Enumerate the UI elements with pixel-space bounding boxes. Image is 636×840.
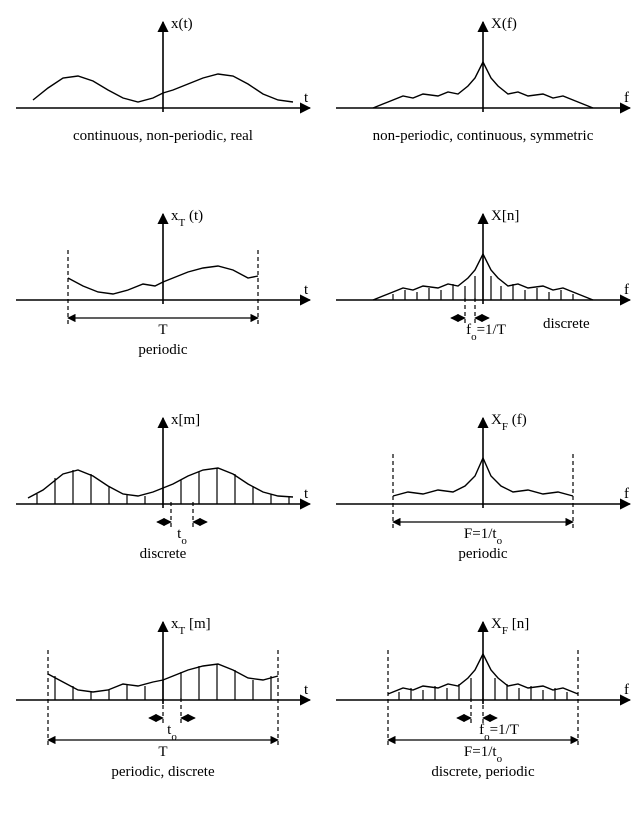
- svg-text:f: f: [624, 682, 629, 698]
- svg-text:xT [m]: xT [m]: [171, 616, 211, 637]
- diagram-cell: t x[m] todiscrete: [8, 404, 324, 604]
- diagram-cell: t xT [m]toTperiodic, discrete: [8, 608, 324, 832]
- plot-r4-freq: f XF [n]fo=1/TF=1/todiscrete, periodic: [328, 608, 636, 832]
- svg-text:discrete, periodic: discrete, periodic: [431, 764, 535, 780]
- svg-text:t: t: [304, 486, 309, 502]
- plot-r3-time: t x[m] todiscrete: [8, 404, 318, 604]
- diagram-cell: f X(f) non-periodic, continuous, symmetri…: [328, 8, 636, 196]
- svg-text:x(t): x(t): [171, 16, 193, 32]
- diagram-cell: f X[n] fo=1/T discrete: [328, 200, 636, 400]
- svg-text:xT (t): xT (t): [171, 208, 203, 229]
- diagram-cell: t xT (t) Tperiodic: [8, 200, 324, 400]
- svg-text:f: f: [624, 282, 629, 298]
- svg-text:XF (f): XF (f): [491, 412, 527, 433]
- svg-text:t: t: [304, 682, 309, 698]
- svg-text:periodic: periodic: [138, 342, 187, 358]
- svg-text:to: to: [177, 526, 187, 547]
- svg-text:T: T: [158, 744, 167, 760]
- plot-r1-freq: f X(f) non-periodic, continuous, symmetri…: [328, 8, 636, 196]
- svg-text:non-periodic, continuous, sym: non-periodic, continuous, symmetric: [373, 128, 594, 144]
- svg-text:t: t: [304, 282, 309, 298]
- svg-text:X(f): X(f): [491, 16, 517, 32]
- plot-r1-time: t x(t) continuous, non-periodic, real: [8, 8, 318, 196]
- plot-r4-time: t xT [m]toTperiodic, discrete: [8, 608, 318, 832]
- svg-text:XF [n]: XF [n]: [491, 616, 529, 637]
- plot-r3-freq: f XF (f) F=1/toperiodic: [328, 404, 636, 604]
- plot-r2-freq: f X[n] fo=1/T discrete: [328, 200, 636, 400]
- svg-text:periodic: periodic: [458, 546, 507, 562]
- diagram-cell: f XF (f) F=1/toperiodic: [328, 404, 636, 604]
- diagram-cell: t x(t) continuous, non-periodic, real: [8, 8, 324, 196]
- svg-text:T: T: [158, 322, 167, 338]
- svg-text:periodic, discrete: periodic, discrete: [111, 764, 215, 780]
- svg-text:fo=1/T: fo=1/T: [466, 322, 506, 343]
- svg-text:F=1/to: F=1/to: [464, 526, 503, 547]
- diagram-cell: f XF [n]fo=1/TF=1/todiscrete, periodic: [328, 608, 636, 832]
- plot-r2-time: t xT (t) Tperiodic: [8, 200, 318, 400]
- svg-text:F=1/to: F=1/to: [464, 744, 503, 765]
- svg-text:f: f: [624, 486, 629, 502]
- svg-text:X[n]: X[n]: [491, 208, 519, 224]
- svg-text:x[m]: x[m]: [171, 412, 200, 428]
- svg-text:discrete: discrete: [543, 316, 590, 332]
- svg-text:t: t: [304, 90, 309, 106]
- svg-text:continuous, non-periodic, real: continuous, non-periodic, real: [73, 128, 253, 144]
- svg-text:f: f: [624, 90, 629, 106]
- svg-text:discrete: discrete: [140, 546, 187, 562]
